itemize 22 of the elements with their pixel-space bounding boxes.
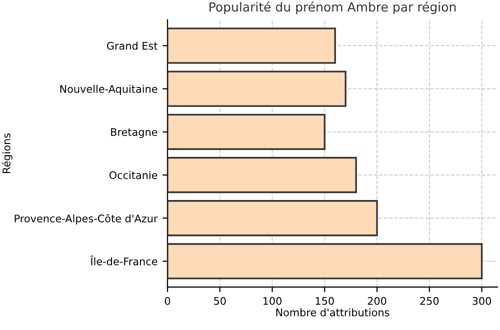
bar bbox=[168, 200, 378, 236]
y-tick-label: Grand Est bbox=[107, 42, 158, 50]
y-tick-label: Nouvelle-Aquitaine bbox=[60, 84, 158, 95]
x-tick-label: 150 bbox=[316, 297, 334, 305]
x-tick-label: 200 bbox=[368, 297, 386, 305]
x-tick-label: 50 bbox=[214, 297, 226, 305]
x-tick-label: 300 bbox=[472, 297, 492, 305]
x-tick-label: 0 bbox=[164, 297, 170, 305]
y-tick-label: Bretagne bbox=[111, 128, 158, 138]
bar bbox=[168, 28, 336, 64]
x-axis-title: Nombre d'attributions bbox=[276, 308, 390, 316]
bar bbox=[168, 243, 483, 280]
bar bbox=[168, 156, 357, 194]
bar bbox=[168, 70, 346, 107]
chart-title: Popularité du prénom Ambre par région bbox=[210, 1, 456, 14]
y-axis-title: Régions bbox=[2, 133, 12, 173]
x-tick-label: 100 bbox=[263, 297, 282, 305]
y-tick-label: Provence-Alpes-Côte d'Azur bbox=[14, 214, 158, 224]
x-tick-label: 250 bbox=[420, 297, 439, 305]
bar bbox=[168, 114, 326, 150]
y-tick-label: Île-de-France bbox=[90, 256, 158, 266]
y-tick-label: Occitanie bbox=[109, 171, 158, 180]
